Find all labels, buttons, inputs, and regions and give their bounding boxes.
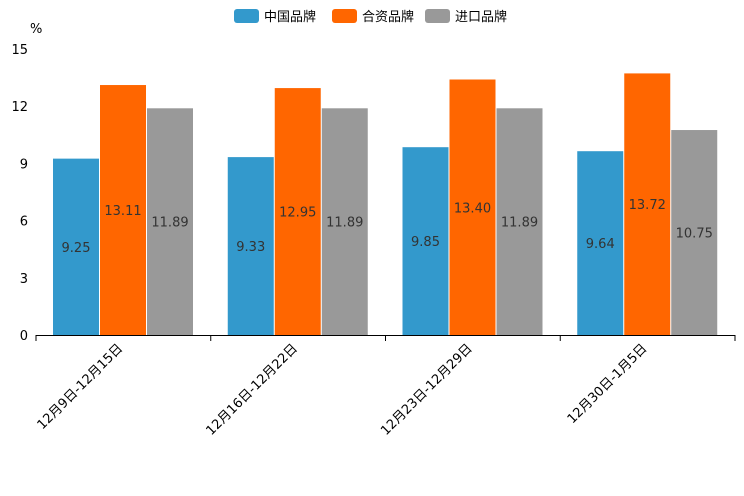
- data-label-1-3: 13.72: [629, 198, 666, 213]
- data-label-0-3: 9.64: [586, 237, 615, 252]
- legend-label-1[interactable]: 合资品牌: [362, 9, 414, 25]
- y-tick-label-9: 9: [20, 157, 28, 172]
- legend-swatch-0[interactable]: [234, 9, 259, 23]
- data-label-2-3: 10.75: [676, 227, 713, 242]
- y-tick-label-6: 6: [20, 215, 28, 230]
- legend-swatch-2[interactable]: [425, 9, 450, 23]
- x-tick-label-2: 12月23日-12月29日: [378, 341, 475, 438]
- data-label-1-1: 12.95: [279, 206, 316, 221]
- y-axis-unit-label: %: [30, 22, 42, 37]
- bar-0-0[interactable]: [53, 158, 99, 335]
- legend-label-2[interactable]: 进口品牌: [455, 9, 507, 25]
- legend: 中国品牌 合资品牌 进口品牌: [234, 9, 507, 25]
- y-tick-label-15: 15: [11, 43, 28, 58]
- bar-1-2[interactable]: [449, 79, 496, 335]
- bar-2-0[interactable]: [147, 108, 193, 335]
- data-label-2-0: 11.89: [151, 216, 188, 231]
- bar-2-3[interactable]: [671, 130, 718, 335]
- x-axis: 12月9日-12月15日 12月16日-12月22日 12月23日-12月29日 12…: [35, 335, 736, 439]
- x-tick-label-3: 12月30日-1月5日: [565, 341, 651, 427]
- data-label-0-1: 9.33: [236, 240, 265, 255]
- bar-1-1[interactable]: [274, 88, 321, 335]
- y-tick-label-0: 0: [20, 329, 28, 344]
- bar-2-1[interactable]: [321, 108, 368, 335]
- y-tick-label-12: 12: [11, 100, 28, 115]
- legend-label-0[interactable]: 中国品牌: [264, 9, 316, 25]
- x-tick-label-1: 12月16日-12月22日: [203, 341, 300, 438]
- bars: 9.25 13.11 11.89 9.33 12.95 11.89 9.85 13.40 11.…: [53, 73, 718, 335]
- x-tick-label-0: 12月9日-12月15日: [35, 341, 127, 433]
- data-label-1-0: 13.11: [104, 204, 141, 219]
- bar-0-3[interactable]: [577, 151, 624, 335]
- bar-0-1[interactable]: [227, 157, 274, 335]
- bar-1-0[interactable]: [100, 85, 146, 335]
- bar-0-2[interactable]: [402, 147, 449, 335]
- y-tick-label-3: 3: [20, 272, 28, 287]
- bar-2-2[interactable]: [496, 108, 543, 335]
- data-label-0-2: 9.85: [411, 235, 440, 250]
- data-label-2-2: 11.89: [501, 216, 538, 231]
- data-label-1-2: 13.40: [454, 201, 491, 216]
- legend-swatch-1[interactable]: [332, 9, 357, 23]
- y-axis: 0 3 6 9 12 15: [11, 43, 28, 344]
- bar-1-3[interactable]: [624, 73, 671, 335]
- data-label-2-1: 11.89: [326, 216, 363, 231]
- data-label-0-0: 9.25: [62, 241, 91, 256]
